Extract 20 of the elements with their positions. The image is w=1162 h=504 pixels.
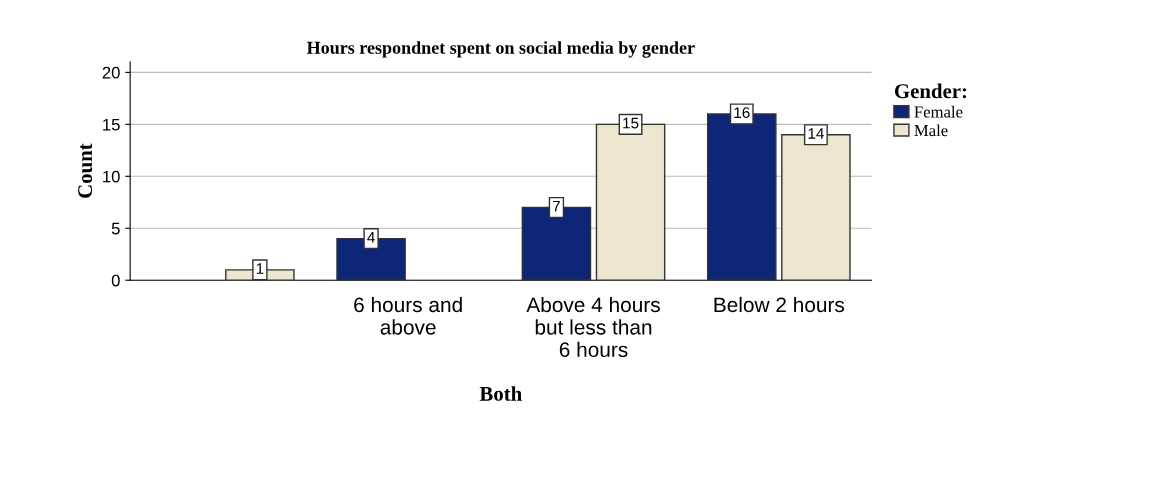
y-tick-label: 0	[111, 274, 120, 287]
data-label: 1	[256, 263, 264, 274]
y-axis-title: Count	[78, 143, 93, 198]
x-tick-label: 6 hours and above	[354, 296, 462, 335]
y-tick-label: 10	[103, 170, 120, 183]
data-label: 4	[367, 232, 375, 243]
legend-title: Gender:	[894, 83, 967, 99]
data-label: 14	[808, 128, 824, 139]
legend-label: Male	[914, 124, 948, 137]
x-axis-title: Both	[479, 386, 522, 401]
x-tick-label: Above 4 hours but less than 6 hours	[526, 296, 660, 358]
y-tick-label: 20	[102, 66, 120, 79]
data-label: 16	[734, 107, 750, 119]
data-label: 7	[552, 200, 560, 212]
data-label: 15	[623, 117, 639, 129]
x-tick-label: Below 2 hours	[714, 296, 845, 313]
chart-title: Hours respondnet spent on social media by gender	[306, 41, 695, 58]
y-tick-label: 5	[111, 222, 120, 235]
y-tick-label: 15	[103, 118, 120, 131]
legend-label: Female	[914, 105, 963, 118]
